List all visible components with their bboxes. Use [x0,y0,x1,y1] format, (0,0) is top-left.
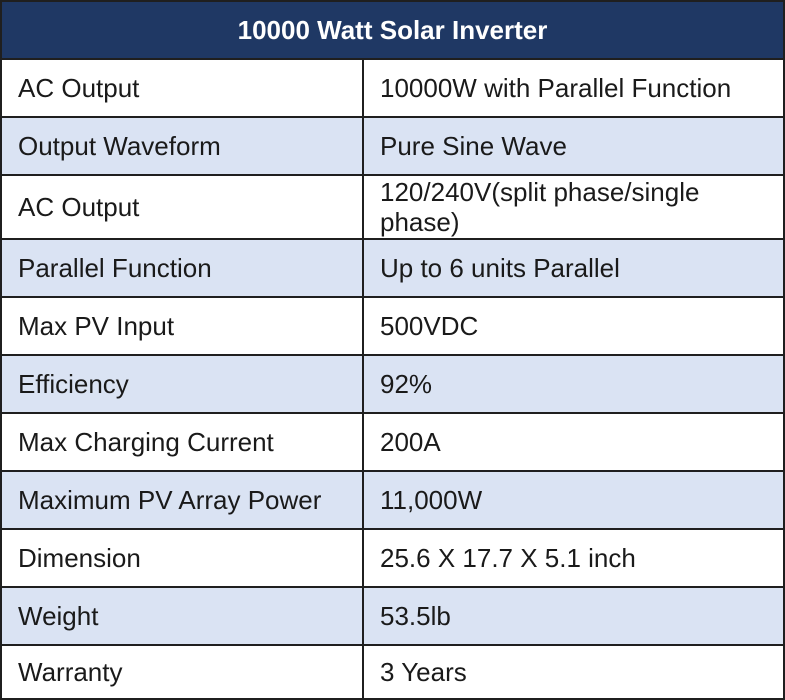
row-key: Output Waveform [2,118,364,174]
row-value: 10000W with Parallel Function [380,73,732,103]
row-key: Max Charging Current [2,414,364,470]
table-row: Parallel Function Up to 6 units Parallel [2,240,783,298]
row-value: Pure Sine Wave [380,131,567,161]
row-value: 53.5lb [380,601,451,631]
row-value: 500VDC [380,311,479,341]
row-value: Up to 6 units Parallel [380,253,620,283]
row-value: 3 Years [380,657,467,687]
table-row: Efficiency 92% [2,356,783,414]
table-title: 10000 Watt Solar Inverter [2,2,783,60]
row-value: 11,000W [380,485,483,515]
table-row: Max PV Input 500VDC [2,298,783,356]
row-key: AC Output [2,176,364,238]
table-row: AC Output 10000W with Parallel Function [2,60,783,118]
row-key: Parallel Function [2,240,364,296]
table-body: AC Output 10000W with Parallel Function … [2,60,783,698]
row-key: AC Output [2,60,364,116]
row-key: Max PV Input [2,298,364,354]
table-row: AC Output 120/240V(split phase/single ph… [2,176,783,240]
row-key: Maximum PV Array Power [2,472,364,528]
table-row: Max Charging Current 200A [2,414,783,472]
row-value: 120/240V(split phase/single phase) [380,177,700,237]
row-value: 25.6 X 17.7 X 5.1 inch [380,543,636,573]
table-row: Weight 53.5lb [2,588,783,646]
row-key: Warranty [2,646,364,698]
row-value: 200A [380,427,441,457]
row-key: Dimension [2,530,364,586]
row-key: Efficiency [2,356,364,412]
table-row: Warranty 3 Years [2,646,783,698]
row-key: Weight [2,588,364,644]
table-row: Output Waveform Pure Sine Wave [2,118,783,176]
row-value: 92% [380,369,433,399]
table-row: Maximum PV Array Power 11,000W [2,472,783,530]
table-row: Dimension 25.6 X 17.7 X 5.1 inch [2,530,783,588]
